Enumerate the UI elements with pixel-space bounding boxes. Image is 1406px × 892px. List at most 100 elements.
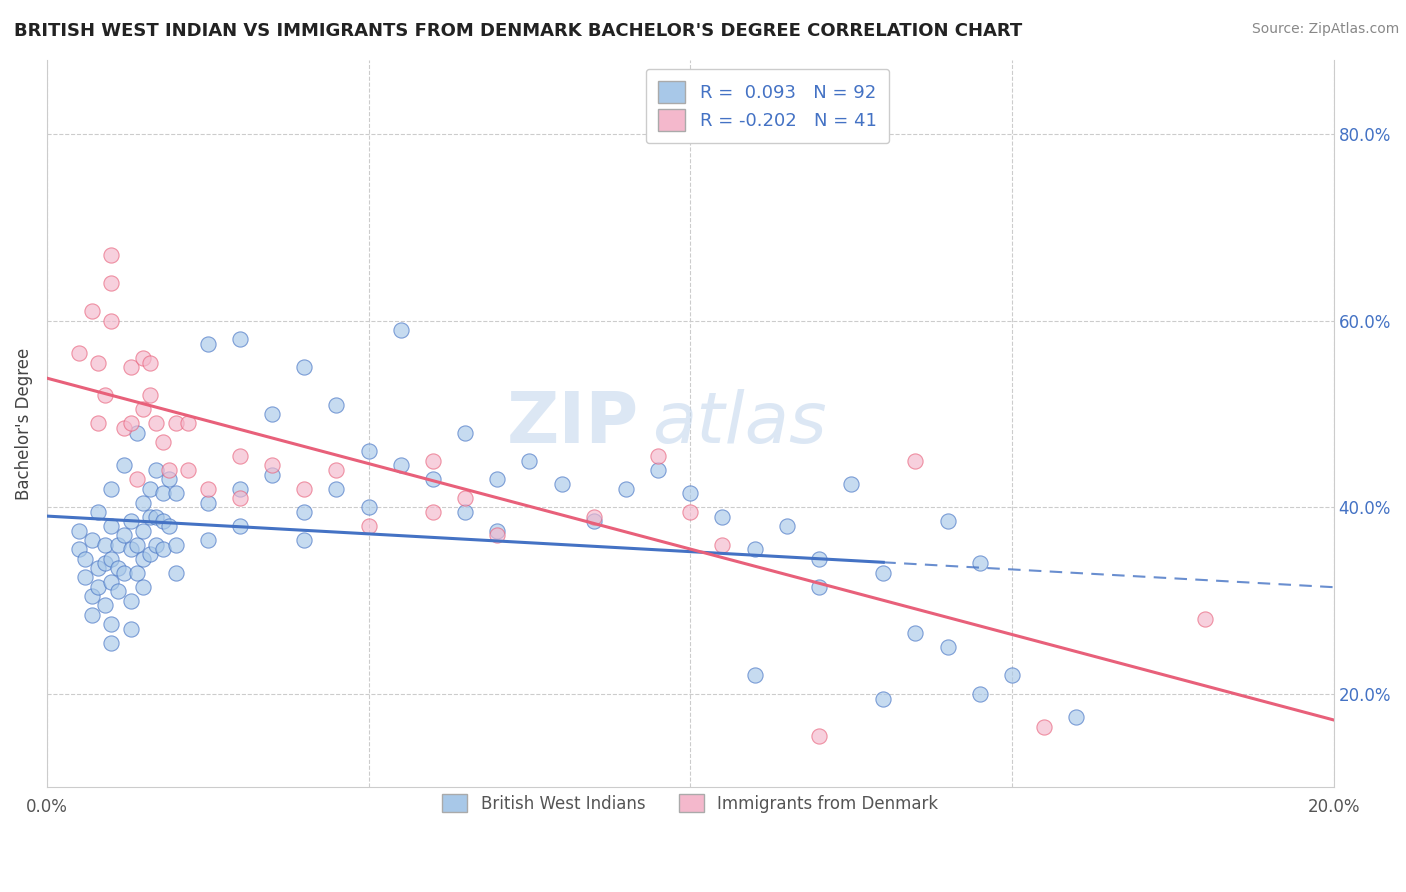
Text: BRITISH WEST INDIAN VS IMMIGRANTS FROM DENMARK BACHELOR'S DEGREE CORRELATION CHA: BRITISH WEST INDIAN VS IMMIGRANTS FROM D… bbox=[14, 22, 1022, 40]
Point bbox=[100, 519, 122, 533]
Point bbox=[1001, 668, 1024, 682]
Legend: British West Indians, Immigrants from Denmark: British West Indians, Immigrants from De… bbox=[429, 780, 952, 826]
Point bbox=[679, 486, 702, 500]
Point bbox=[67, 346, 90, 360]
Point bbox=[112, 458, 135, 473]
Point bbox=[100, 482, 122, 496]
Point bbox=[94, 599, 117, 613]
Point bbox=[1194, 612, 1216, 626]
Point bbox=[152, 435, 174, 450]
Point bbox=[100, 574, 122, 589]
Point bbox=[229, 482, 252, 496]
Point bbox=[100, 616, 122, 631]
Point bbox=[744, 668, 766, 682]
Point bbox=[165, 538, 187, 552]
Point bbox=[454, 491, 477, 505]
Point bbox=[197, 337, 219, 351]
Point bbox=[94, 557, 117, 571]
Point bbox=[165, 566, 187, 580]
Point bbox=[422, 453, 444, 467]
Point bbox=[100, 551, 122, 566]
Point bbox=[165, 486, 187, 500]
Point bbox=[112, 528, 135, 542]
Point bbox=[776, 519, 799, 533]
Point bbox=[132, 524, 155, 538]
Point bbox=[152, 514, 174, 528]
Point bbox=[152, 542, 174, 557]
Point bbox=[67, 524, 90, 538]
Point bbox=[125, 472, 148, 486]
Point bbox=[969, 557, 991, 571]
Point bbox=[177, 417, 200, 431]
Point bbox=[120, 514, 142, 528]
Point bbox=[112, 421, 135, 435]
Point bbox=[229, 519, 252, 533]
Point bbox=[1033, 720, 1056, 734]
Point bbox=[107, 538, 129, 552]
Text: atlas: atlas bbox=[651, 389, 827, 458]
Point bbox=[157, 519, 180, 533]
Point bbox=[389, 458, 412, 473]
Point bbox=[679, 505, 702, 519]
Point bbox=[145, 509, 167, 524]
Point bbox=[292, 360, 315, 375]
Point bbox=[292, 482, 315, 496]
Point bbox=[145, 538, 167, 552]
Point bbox=[139, 482, 162, 496]
Point bbox=[87, 417, 110, 431]
Point bbox=[75, 551, 97, 566]
Point bbox=[711, 509, 734, 524]
Point bbox=[80, 607, 103, 622]
Point bbox=[87, 356, 110, 370]
Point bbox=[519, 453, 541, 467]
Point bbox=[357, 500, 380, 515]
Point bbox=[325, 398, 347, 412]
Point bbox=[120, 593, 142, 607]
Point bbox=[454, 425, 477, 440]
Point bbox=[132, 496, 155, 510]
Point bbox=[165, 417, 187, 431]
Point bbox=[87, 561, 110, 575]
Point bbox=[904, 453, 927, 467]
Point bbox=[614, 482, 637, 496]
Point bbox=[139, 547, 162, 561]
Point bbox=[107, 561, 129, 575]
Point bbox=[807, 551, 830, 566]
Point bbox=[87, 505, 110, 519]
Point bbox=[100, 635, 122, 649]
Point bbox=[139, 356, 162, 370]
Point bbox=[132, 351, 155, 365]
Point bbox=[325, 463, 347, 477]
Point bbox=[132, 551, 155, 566]
Point bbox=[582, 509, 605, 524]
Point bbox=[100, 248, 122, 262]
Point bbox=[422, 505, 444, 519]
Point bbox=[120, 542, 142, 557]
Point bbox=[744, 542, 766, 557]
Point bbox=[325, 482, 347, 496]
Point bbox=[145, 417, 167, 431]
Point bbox=[229, 333, 252, 347]
Point bbox=[292, 505, 315, 519]
Point bbox=[132, 402, 155, 417]
Point bbox=[75, 570, 97, 584]
Point bbox=[454, 505, 477, 519]
Point bbox=[177, 463, 200, 477]
Point bbox=[197, 533, 219, 547]
Point bbox=[94, 538, 117, 552]
Point bbox=[422, 472, 444, 486]
Point bbox=[969, 687, 991, 701]
Point bbox=[839, 477, 862, 491]
Text: ZIP: ZIP bbox=[506, 389, 638, 458]
Point bbox=[120, 417, 142, 431]
Point bbox=[100, 314, 122, 328]
Point bbox=[107, 584, 129, 599]
Point bbox=[80, 589, 103, 603]
Point bbox=[94, 388, 117, 402]
Point bbox=[197, 482, 219, 496]
Point bbox=[112, 566, 135, 580]
Point bbox=[904, 626, 927, 640]
Point bbox=[229, 491, 252, 505]
Point bbox=[807, 580, 830, 594]
Point bbox=[145, 463, 167, 477]
